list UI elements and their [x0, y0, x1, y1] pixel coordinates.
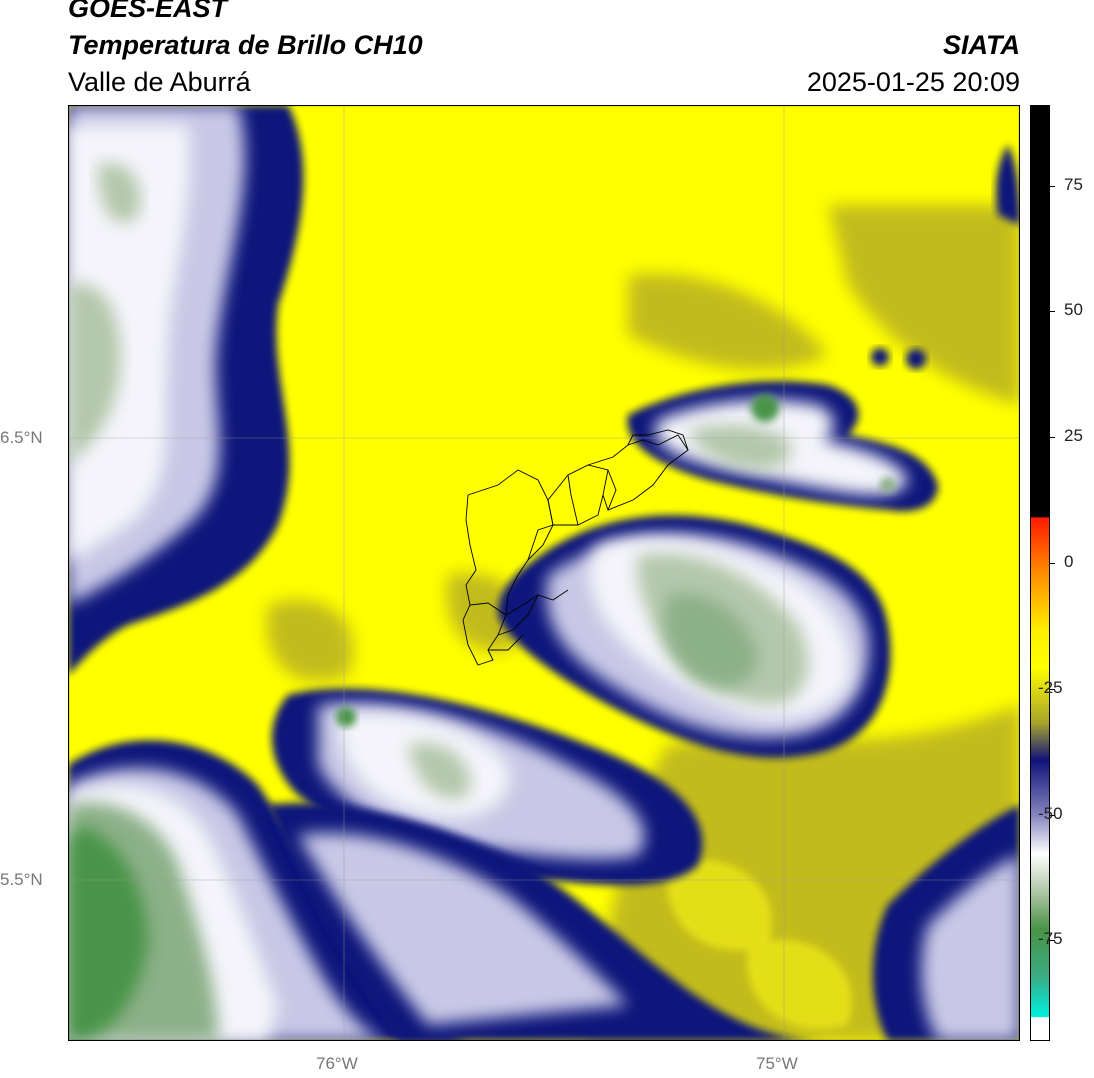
cloud-southeast	[873, 145, 1020, 1041]
datetime-label: 2025-01-25 20:09	[806, 67, 1020, 97]
cloud-west	[68, 105, 304, 675]
colorbar-tick-label: 25	[1064, 426, 1083, 446]
lon-label-75w: 75°W	[756, 1054, 798, 1073]
colorbar-tick-mark	[1050, 814, 1055, 816]
colorbar-tick-mark	[1050, 562, 1055, 564]
colorbar-tick-mark	[1050, 437, 1055, 439]
region-subtitle: Valle de Aburrá	[68, 67, 251, 97]
lon-label-76w: 76°W	[316, 1054, 358, 1073]
municipality-boundaries	[462, 429, 689, 666]
cloud-northeast	[627, 348, 938, 512]
graticule	[68, 105, 1020, 1041]
product-title: Temperatura de Brillo CH10	[68, 30, 423, 60]
colorbar-tick-mark	[1050, 311, 1055, 313]
colorbar-tick-mark	[1050, 185, 1055, 187]
colorbar	[1030, 105, 1050, 1041]
colorbar-tick-label: 75	[1064, 174, 1083, 194]
brightness-temperature-map	[68, 105, 1020, 1041]
satellite-title: GOES-EAST	[68, 0, 228, 23]
organization-label: SIATA	[943, 30, 1020, 60]
colorbar-tick-label: 0	[1064, 551, 1074, 571]
colorbar-tick-mark	[1050, 940, 1055, 942]
colorbar-tick-label: -25	[1038, 677, 1063, 697]
cloud-center-east	[498, 515, 891, 758]
colorbar-tick-label: 50	[1064, 300, 1083, 320]
lat-label-5-5n: 5.5°N	[0, 870, 43, 889]
colorbar-tick-label: -75	[1038, 929, 1063, 949]
cloud-central-band	[268, 688, 828, 1041]
colorbar-tick-label: -50	[1038, 803, 1063, 823]
colorbar-tick-mark	[1050, 688, 1055, 690]
lat-label-6-5n: 6.5°N	[0, 428, 43, 447]
